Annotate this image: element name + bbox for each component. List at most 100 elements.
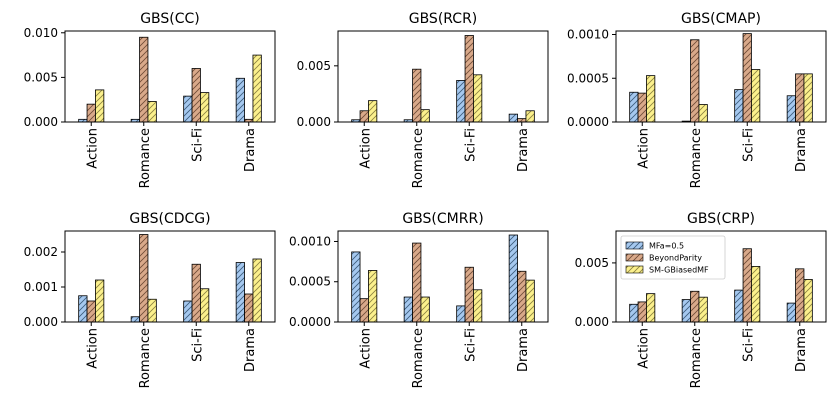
x-tick-label: Action — [85, 328, 100, 369]
y-tick-label: 0.0005 — [567, 71, 609, 85]
chart-title: GBS(RCR) — [409, 11, 478, 27]
bar-beyondparity-drama — [795, 268, 805, 323]
bar-beyondparity-sci-fi — [191, 68, 201, 123]
bar-sm-gbiasedmf-drama — [525, 110, 535, 123]
bar-sm-gbiasedmf-action — [368, 270, 378, 323]
bar-sm-gbiasedmf-action — [95, 89, 105, 123]
bar-sm-gbiasedmf-sci-fi — [751, 69, 761, 123]
bar-beyondparity-romance — [412, 242, 422, 323]
bar-sm-gbiasedmf-action — [95, 279, 105, 323]
legend-label: SM-GBiasedMF — [649, 266, 709, 275]
bar-sm-gbiasedmf-drama — [803, 279, 813, 323]
x-tick-label: Romance — [689, 328, 704, 388]
bar-sm-gbiasedmf-romance — [698, 104, 708, 123]
y-tick-label: 0.000 — [24, 315, 58, 329]
y-tick-label: 0.005 — [297, 59, 331, 73]
y-tick-label: 0.000 — [297, 115, 331, 129]
bar-mfa-0-5-sci-fi — [734, 289, 744, 323]
chart-title: GBS(CMAP) — [681, 11, 761, 27]
bar-beyondparity-drama — [517, 118, 527, 123]
bar-mfa-0-5-sci-fi — [183, 300, 193, 323]
y-tick-label: 0.002 — [24, 245, 58, 259]
bar-sm-gbiasedmf-romance — [147, 298, 157, 323]
bar-mfa-0-5-sci-fi — [183, 95, 193, 123]
bar-beyondparity-drama — [795, 73, 805, 123]
chart-title: GBS(CRP) — [687, 211, 755, 227]
bar-sm-gbiasedmf-romance — [420, 109, 430, 123]
bar-mfa-0-5-drama — [508, 113, 518, 123]
bar-beyondparity-action — [86, 103, 96, 123]
bar-sm-gbiasedmf-action — [646, 75, 656, 123]
bar-sm-gbiasedmf-sci-fi — [200, 92, 210, 123]
x-tick-label: Drama — [516, 328, 531, 372]
y-tick-label: 0.0005 — [289, 275, 331, 289]
x-tick-label: Action — [636, 128, 651, 169]
x-tick-label: Sci-Fi — [741, 328, 756, 362]
x-tick-label: Romance — [411, 128, 426, 188]
x-tick-label: Action — [85, 128, 100, 169]
bar-mfa-0-5-romance — [130, 316, 140, 323]
x-tick-label: Romance — [138, 328, 153, 388]
bar-sm-gbiasedmf-sci-fi — [473, 289, 483, 323]
bar-mfa-0-5-sci-fi — [456, 80, 466, 123]
legend-swatch — [625, 265, 644, 274]
bar-mfa-0-5-drama — [235, 77, 245, 123]
bar-sm-gbiasedmf-romance — [698, 296, 708, 323]
y-tick-label: 0.010 — [24, 26, 58, 40]
y-tick-label: 0.001 — [24, 280, 58, 294]
y-tick-label: 0.0000 — [567, 115, 609, 129]
bar-beyondparity-romance — [412, 68, 422, 123]
legend: MFa=0.5 BeyondParity SM-GBiasedMF — [620, 235, 726, 280]
bar-mfa-0-5-drama — [508, 234, 518, 323]
bar-beyondparity-action — [359, 298, 369, 323]
x-tick-label: Action — [636, 328, 651, 369]
y-tick-label: 0.000 — [575, 315, 609, 329]
y-tick-label: 0.005 — [24, 70, 58, 84]
axes-frame — [64, 30, 276, 123]
bar-sm-gbiasedmf-romance — [147, 101, 157, 123]
x-tick-label: Drama — [243, 128, 258, 172]
bar-sm-gbiasedmf-sci-fi — [200, 288, 210, 323]
axes-frame — [64, 230, 276, 323]
legend-swatch — [625, 253, 644, 262]
legend-swatch — [625, 241, 644, 250]
bar-sm-gbiasedmf-drama — [525, 279, 535, 323]
chart-panel: GBS(CDCG) 0.000 0.001 0.002 Action Romance Sci… — [24, 211, 276, 388]
bar-sm-gbiasedmf-action — [646, 293, 656, 323]
bar-mfa-0-5-romance — [403, 296, 413, 323]
bar-sm-gbiasedmf-drama — [803, 73, 813, 123]
chart-panel: GBS(RCR) 0.000 0.005 Action Romance Sci-Fi Dra… — [297, 11, 549, 188]
bar-beyondparity-romance — [690, 290, 700, 323]
chart-panel: GBS(CMRR) 0.0000 0.0005 0.0010 Action Romance… — [289, 211, 549, 388]
chart-panel: GBS(CC) 0.000 0.005 0.010 Action Romance Sci-F… — [24, 11, 276, 188]
x-tick-label: Drama — [794, 328, 809, 372]
x-tick-label: Drama — [243, 328, 258, 372]
x-tick-label: Drama — [794, 128, 809, 172]
bar-beyondparity-drama — [517, 270, 527, 323]
bar-mfa-0-5-action — [351, 251, 361, 323]
x-tick-label: Action — [358, 328, 373, 369]
legend-label: MFa=0.5 — [649, 242, 684, 251]
bar-sm-gbiasedmf-action — [368, 100, 378, 123]
bar-mfa-0-5-action — [78, 295, 88, 323]
x-tick-label: Drama — [516, 128, 531, 172]
bar-mfa-0-5-drama — [786, 302, 796, 323]
bar-beyondparity-action — [637, 92, 647, 123]
bar-beyondparity-drama — [244, 293, 254, 323]
chart-title: GBS(CMRR) — [402, 211, 483, 227]
bar-sm-gbiasedmf-drama — [252, 258, 262, 323]
x-tick-label: Sci-Fi — [190, 328, 205, 362]
bar-beyondparity-sci-fi — [464, 266, 474, 323]
chart-title: GBS(CC) — [140, 11, 200, 27]
y-tick-label: 0.0000 — [289, 315, 331, 329]
bar-beyondparity-action — [359, 110, 369, 123]
bar-beyondparity-sci-fi — [742, 33, 752, 123]
x-tick-label: Romance — [411, 328, 426, 388]
bar-mfa-0-5-romance — [681, 299, 691, 323]
y-tick-label: 0.005 — [575, 256, 609, 270]
bar-sm-gbiasedmf-sci-fi — [751, 266, 761, 323]
bar-mfa-0-5-drama — [235, 262, 245, 323]
bar-mfa-0-5-action — [629, 91, 639, 123]
chart-panel: GBS(CMAP) 0.0000 0.0005 0.0010 Action Romance… — [567, 11, 827, 188]
